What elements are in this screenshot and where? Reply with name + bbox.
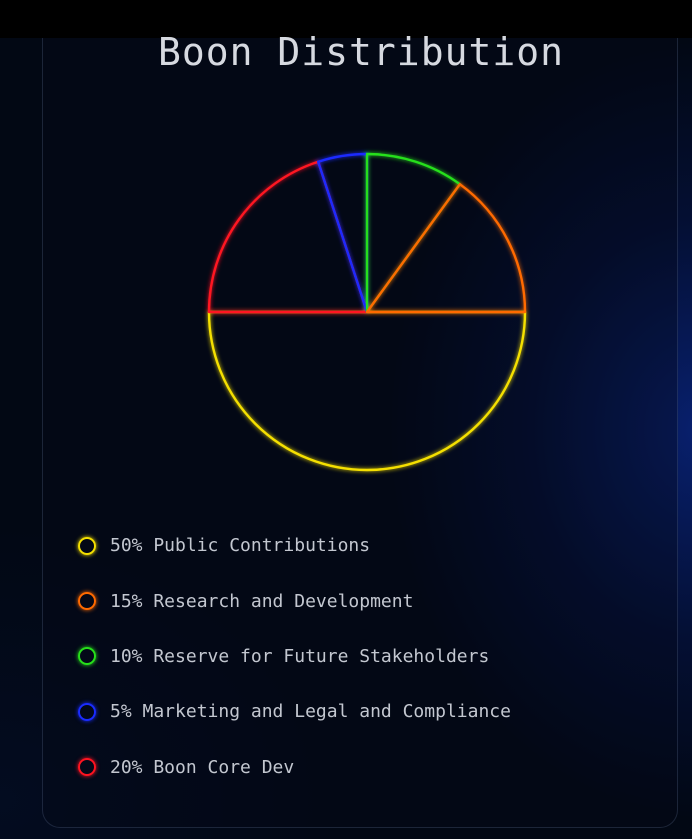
legend-swatch-icon [78, 647, 96, 666]
legend-item: 5% Marketing and Legal and Compliance [78, 684, 511, 739]
pie-slice-marketing-and-legal-and-compliance [316, 152, 369, 314]
legend-item: 10% Reserve for Future Stakeholders [78, 629, 511, 684]
legend-label: 15% Research and Development [110, 590, 414, 612]
legend-label: 50% Public Contributions [110, 535, 371, 557]
pie-slice-public-contributions [207, 310, 527, 472]
legend-swatch-icon [78, 536, 96, 555]
legend-swatch-icon [78, 702, 96, 721]
legend-label: 5% Marketing and Legal and Compliance [110, 701, 511, 723]
legend-item: 50% Public Contributions [78, 518, 511, 573]
legend-item: 15% Research and Development [78, 573, 511, 628]
chart-card [42, 10, 678, 828]
chart-legend: 50% Public Contributions 15% Research and… [78, 518, 511, 795]
chart-title: Boon Distribution [158, 30, 564, 74]
pie-slice-research-and-development [365, 182, 527, 314]
legend-swatch-icon [78, 592, 96, 611]
top-bar [0, 0, 692, 38]
legend-label: 20% Boon Core Dev [110, 756, 295, 778]
legend-item: 20% Boon Core Dev [78, 740, 511, 795]
pie-slice-reserve-for-future-stakeholders [365, 152, 462, 314]
legend-swatch-icon [78, 758, 96, 777]
legend-label: 10% Reserve for Future Stakeholders [110, 645, 490, 667]
pie-slice-boon-core-dev [207, 160, 369, 314]
